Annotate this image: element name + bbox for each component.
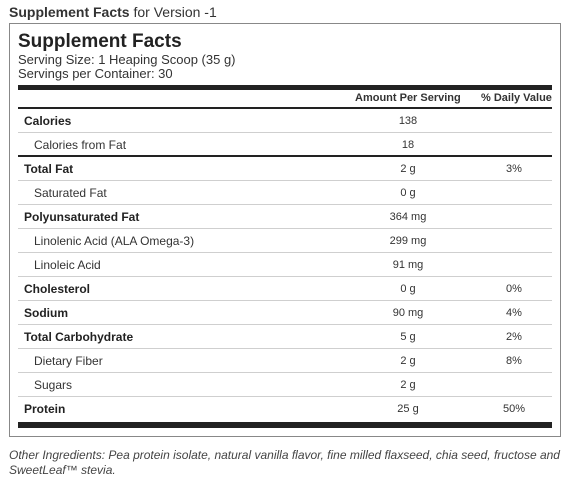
nutrient-daily-value: 0%	[506, 283, 522, 295]
nutrient-name: Protein	[24, 402, 66, 416]
supplement-facts-panel: Supplement Facts Serving Size: 1 Heaping…	[9, 23, 561, 437]
nutrient-name: Dietary Fiber	[34, 354, 103, 368]
page-heading: Supplement Facts for Version -1	[9, 4, 217, 20]
nutrient-amount: 90 mg	[392, 307, 424, 319]
nutrient-row-linoleic-acid: Linoleic Acid 91 mg	[18, 253, 552, 277]
nutrient-name: Linolenic Acid (ALA Omega-3)	[34, 234, 195, 248]
nutrient-name: Calories	[24, 114, 72, 128]
nutrient-amount: 299 mg	[389, 235, 427, 247]
nutrient-name: Linoleic Acid	[34, 258, 101, 272]
nutrient-amount: 2 g	[400, 163, 416, 175]
facts-title: Supplement Facts	[18, 31, 182, 52]
nutrient-daily-value: 3%	[506, 163, 522, 175]
other-ingredients: Other Ingredients: Pea protein isolate, …	[9, 448, 560, 477]
header-rule	[18, 107, 552, 109]
nutrient-row-dietary-fiber: Dietary Fiber 2 g 8%	[18, 349, 552, 373]
nutrient-row-protein: Protein 25 g 50%	[18, 397, 552, 421]
nutrient-amount: 5 g	[400, 331, 416, 343]
nutrient-rows: Calories 138 Calories from Fat 18 Total …	[18, 109, 552, 421]
nutrient-amount: 25 g	[397, 403, 419, 415]
column-header-daily-value: % Daily Value	[481, 92, 552, 104]
nutrient-row-linolenic-acid: Linolenic Acid (ALA Omega-3) 299 mg	[18, 229, 552, 253]
serving-size: Serving Size: 1 Heaping Scoop (35 g)	[18, 52, 236, 67]
nutrient-row-total-carbohydrate: Total Carbohydrate 5 g 2%	[18, 325, 552, 349]
supplement-facts-inner: Supplement Facts Serving Size: 1 Heaping…	[18, 24, 552, 436]
nutrient-row-calories: Calories 138	[18, 109, 552, 133]
top-thick-rule	[18, 85, 552, 90]
nutrient-row-sugars: Sugars 2 g	[18, 373, 552, 397]
nutrient-name: Cholesterol	[24, 282, 91, 296]
nutrient-row-sodium: Sodium 90 mg 4%	[18, 301, 552, 325]
page-heading-version: for Version -1	[129, 4, 217, 20]
nutrient-name: Total Carbohydrate	[24, 330, 134, 344]
nutrient-name: Calories from Fat	[34, 138, 127, 152]
nutrient-daily-value: 8%	[506, 355, 522, 367]
nutrient-row-total-fat: Total Fat 2 g 3%	[18, 157, 552, 181]
nutrient-daily-value: 50%	[502, 403, 526, 415]
nutrient-row-saturated-fat: Saturated Fat 0 g	[18, 181, 552, 205]
nutrient-amount: 2 g	[400, 355, 416, 367]
nutrient-name: Sodium	[24, 306, 68, 320]
nutrient-amount: 138	[398, 115, 418, 127]
nutrient-row-polyunsaturated-fat: Polyunsaturated Fat 364 mg	[18, 205, 552, 229]
nutrient-amount: 364 mg	[389, 211, 427, 223]
page-heading-bold: Supplement Facts	[9, 4, 130, 20]
nutrient-daily-value: 4%	[506, 307, 522, 319]
nutrient-amount: 0 g	[400, 283, 416, 295]
nutrient-name: Polyunsaturated Fat	[24, 210, 140, 224]
nutrient-row-calories-from-fat: Calories from Fat 18	[18, 133, 552, 157]
nutrient-amount: 18	[401, 139, 415, 151]
bottom-thick-rule	[18, 422, 552, 428]
nutrient-name: Saturated Fat	[34, 186, 107, 200]
nutrient-daily-value: 2%	[506, 331, 522, 343]
servings-per-container: Servings per Container: 30	[18, 66, 173, 81]
nutrient-amount: 0 g	[400, 187, 416, 199]
nutrient-amount: 2 g	[400, 379, 416, 391]
nutrient-name: Sugars	[34, 378, 73, 392]
nutrient-name: Total Fat	[24, 162, 74, 176]
nutrient-amount: 91 mg	[392, 259, 424, 271]
column-header-amount: Amount Per Serving	[355, 92, 461, 104]
nutrient-row-cholesterol: Cholesterol 0 g 0%	[18, 277, 552, 301]
